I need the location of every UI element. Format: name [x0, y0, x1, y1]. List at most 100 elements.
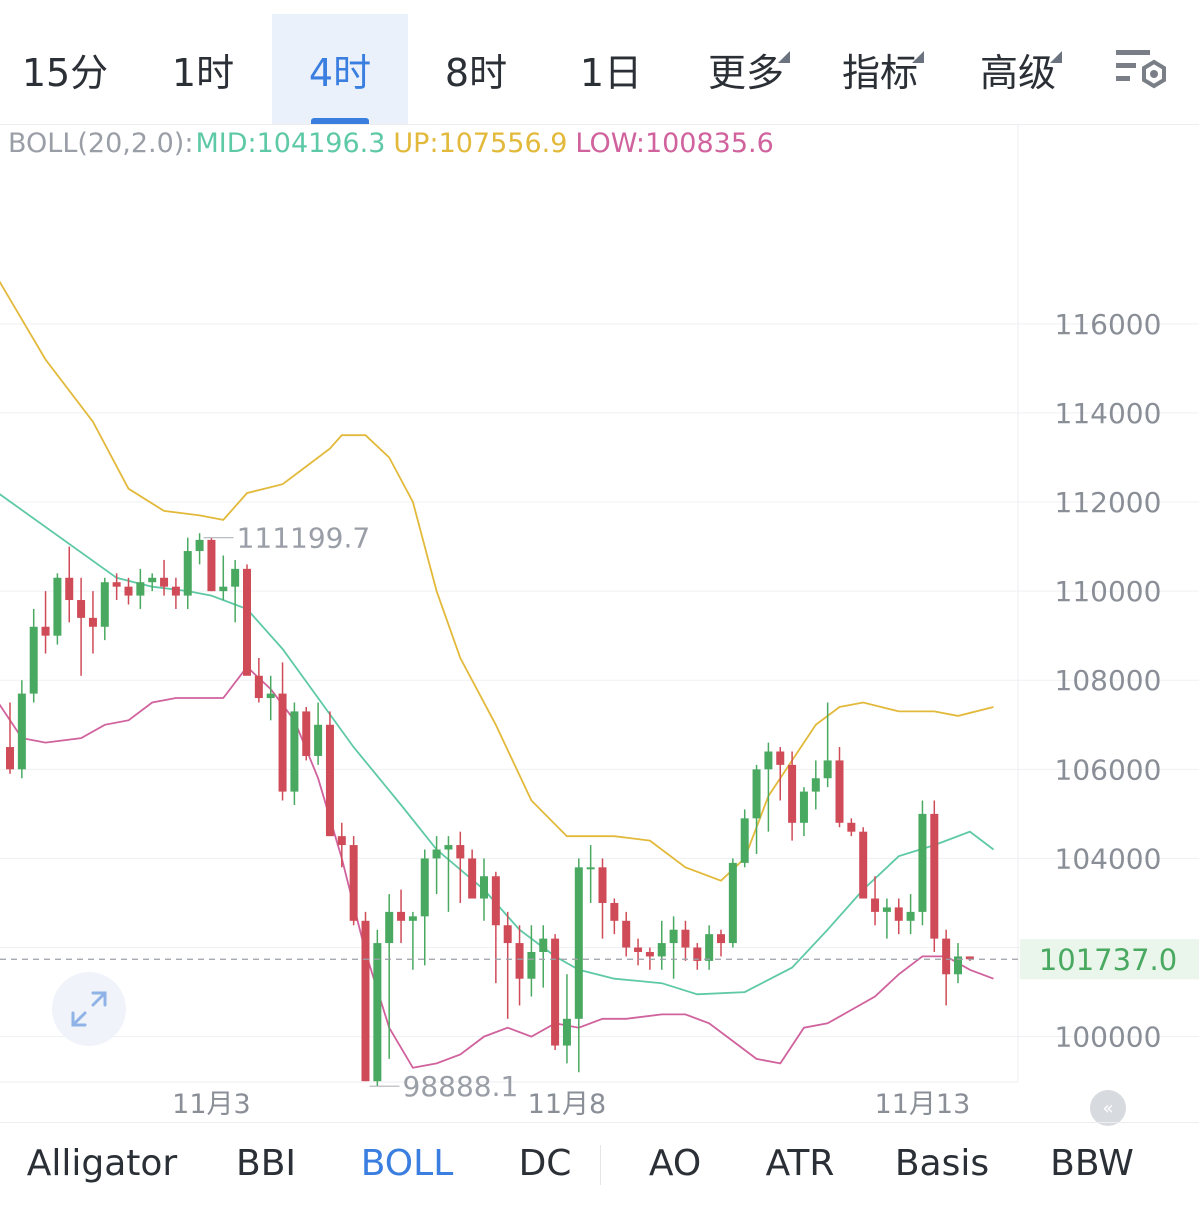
- indicator-tab[interactable]: ATR: [765, 1143, 835, 1184]
- candle-body: [231, 568, 240, 587]
- candle-body: [243, 568, 251, 676]
- timeframe-tab-label: 15分: [21, 50, 109, 95]
- timeframe-tab-label: 4时: [308, 50, 372, 95]
- timeframe-tab[interactable]: 1时: [138, 14, 268, 124]
- candle-body: [29, 626, 38, 694]
- legend-up: UP:107556.9: [393, 128, 568, 159]
- candle-body: [397, 911, 406, 921]
- candle-body: [586, 867, 595, 870]
- candle-body: [408, 916, 417, 921]
- tab-bar-divider: [0, 124, 1199, 125]
- indicator-tab[interactable]: AO: [648, 1143, 702, 1184]
- expand-icon: [71, 991, 107, 1027]
- current-price-tag: [1020, 939, 1199, 980]
- candle-body: [373, 943, 382, 1082]
- candle-body: [480, 876, 488, 899]
- candle-body: [468, 858, 477, 899]
- expand-chart-button[interactable]: [52, 972, 126, 1046]
- candle-body: [160, 577, 169, 587]
- candle-body: [882, 907, 891, 912]
- candle-body: [527, 951, 536, 979]
- candle-body: [835, 760, 844, 823]
- timeframe-tab[interactable]: 指标: [812, 14, 948, 124]
- candle-body: [219, 586, 228, 592]
- y-tick-label: 108000: [1055, 664, 1162, 697]
- candle-body: [491, 876, 500, 926]
- candle-body: [112, 582, 121, 587]
- candle-body: [693, 947, 702, 961]
- candle-body: [385, 911, 394, 944]
- candle-body: [728, 862, 737, 944]
- candle-body: [456, 845, 465, 859]
- y-tick-label: 112000: [1055, 486, 1162, 519]
- candle-body: [610, 902, 619, 921]
- candle-body: [776, 751, 785, 765]
- candle-body: [574, 867, 583, 1019]
- candle-body: [254, 675, 263, 699]
- candle-body: [278, 693, 287, 792]
- candle-body: [266, 693, 275, 699]
- timeframe-tab[interactable]: 高级: [950, 14, 1086, 124]
- timeframe-tab[interactable]: 15分: [0, 14, 130, 124]
- candle-body: [634, 947, 643, 952]
- y-tick-label: 100000: [1055, 1021, 1162, 1054]
- indicator-tab[interactable]: BBW: [1050, 1143, 1134, 1184]
- candle-body: [420, 858, 429, 917]
- candlestick-chart[interactable]: 100000 104000 106000 108000 110000 112000 1140…: [0, 120, 1199, 1120]
- candle-body: [669, 929, 678, 944]
- legend-indicator-name: BOLL(20,2.0):: [8, 128, 194, 159]
- current-price-label: 101737.0: [1039, 943, 1177, 977]
- candle-body: [17, 693, 26, 770]
- candle-body: [657, 943, 666, 957]
- x-tick-label: 11月3: [172, 1089, 251, 1120]
- candle-body: [314, 724, 323, 756]
- candle-body: [717, 934, 725, 944]
- candle-body: [705, 934, 714, 961]
- boll-lower-line: [0, 665, 994, 1069]
- candle-body: [811, 778, 820, 792]
- candle-body: [859, 831, 868, 899]
- boll-mid-line: [0, 493, 995, 996]
- indicator-tab[interactable]: Alligator: [26, 1143, 178, 1184]
- indicator-tab[interactable]: BBI: [235, 1143, 297, 1184]
- chevron-left-end-icon: «: [1102, 1097, 1114, 1119]
- candle-body: [645, 951, 654, 957]
- candle-body: [871, 898, 880, 912]
- candle-body: [136, 582, 145, 596]
- indicator-tab[interactable]: DC: [518, 1143, 572, 1184]
- candle-body: [148, 577, 157, 583]
- timeframe-tab-label: 1时: [171, 50, 235, 95]
- timeframe-tab[interactable]: 4时: [272, 14, 408, 124]
- dropdown-corner-icon: [1050, 50, 1062, 63]
- candle-body: [799, 791, 808, 823]
- boll-legend: BOLL(20,2.0):MID:104196.3 UP:107556.9 LOW:…: [8, 128, 782, 159]
- candle-body: [562, 1018, 571, 1046]
- candle-body: [77, 600, 86, 618]
- candle-body: [965, 956, 974, 960]
- candle-body: [41, 626, 50, 636]
- y-tick-label: 104000: [1055, 842, 1162, 875]
- dropdown-corner-icon: [912, 50, 924, 63]
- indicator-tab[interactable]: Basis: [894, 1143, 990, 1184]
- candle-body: [65, 577, 74, 601]
- candle-body: [681, 929, 690, 948]
- candle-body: [6, 747, 14, 770]
- candle-body: [290, 711, 299, 792]
- timeframe-tab-bar: 15分 1时 4时 8时 1日 更多 指标 高级: [0, 0, 1199, 125]
- timeframe-tab[interactable]: 1日: [544, 14, 678, 124]
- candle-body: [847, 822, 856, 832]
- indicator-tab[interactable]: BOLL: [360, 1143, 454, 1184]
- chart-settings-icon[interactable]: [1112, 44, 1172, 96]
- scroll-to-latest-button[interactable]: «: [1090, 1090, 1126, 1126]
- candle-body: [764, 751, 773, 770]
- extreme-marker-label: 98888.1: [403, 1070, 519, 1103]
- timeframe-tab[interactable]: 更多: [680, 14, 812, 124]
- timeframe-tab[interactable]: 8时: [408, 14, 544, 124]
- active-tab-indicator: [311, 118, 369, 124]
- candle-body: [302, 711, 311, 756]
- candle-body: [325, 724, 334, 837]
- candle-body: [361, 920, 370, 1082]
- candle-body: [942, 938, 951, 975]
- y-tick-label: 114000: [1055, 397, 1162, 430]
- candle-body: [752, 769, 761, 819]
